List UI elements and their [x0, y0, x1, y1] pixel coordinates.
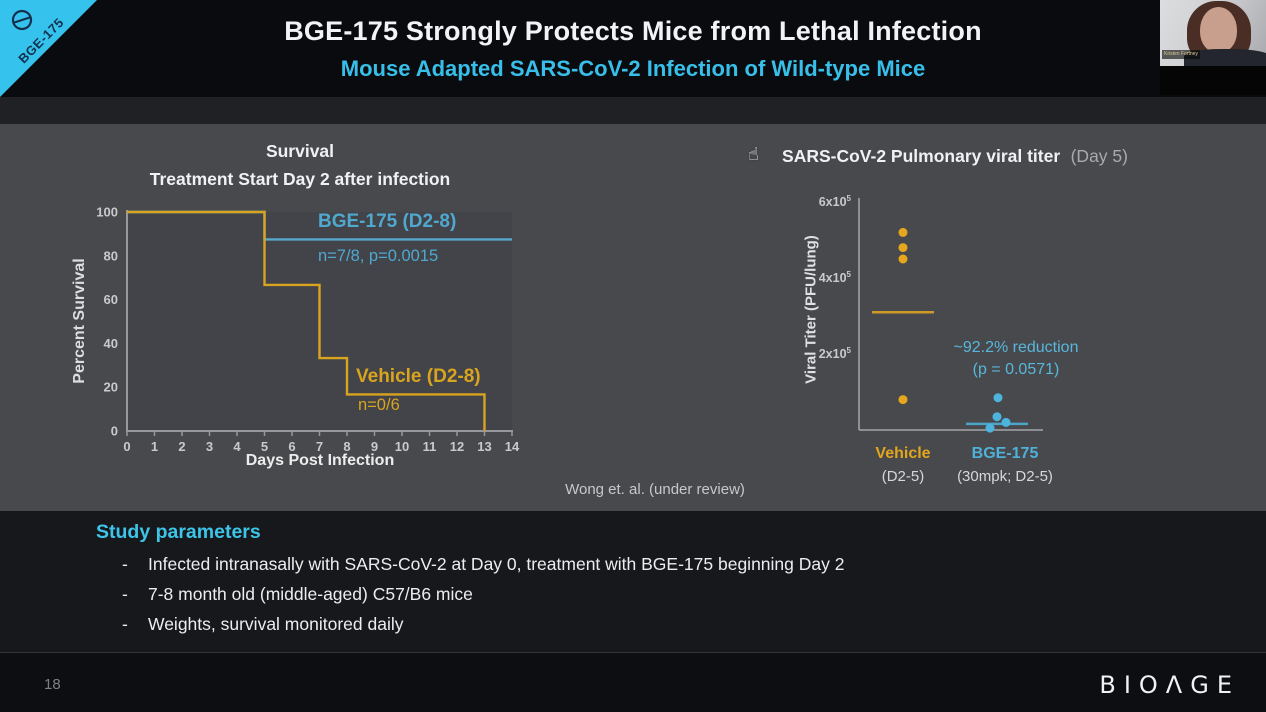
- titer-y-axis-label: Viral Titer (PFU/lung): [802, 235, 820, 384]
- bullet-dash: -: [122, 584, 128, 604]
- titer-chart-panel: SARS-CoV-2 Pulmonary viral titer (Day 5)…: [745, 140, 1165, 500]
- svg-text:2x105: 2x105: [819, 346, 852, 361]
- svg-text:4: 4: [233, 439, 241, 454]
- svg-text:4x105: 4x105: [819, 270, 852, 285]
- survival-chart-title: Survival: [265, 141, 335, 161]
- citation-text: Wong et. al. (under review): [565, 481, 745, 498]
- speaker-face: [1200, 7, 1237, 53]
- svg-text:6: 6: [288, 439, 295, 454]
- titer-title-suffix: (Day 5): [1070, 146, 1128, 166]
- study-bullet: -7-8 month old (middle-aged) C57/B6 mice: [122, 584, 1172, 605]
- bullet-dash: -: [122, 554, 128, 574]
- page-title: BGE-175 Strongly Protects Mice from Leth…: [284, 16, 982, 46]
- page-subtitle: Mouse Adapted SARS-CoV-2 Infection of Wi…: [340, 56, 926, 81]
- svg-text:8: 8: [343, 439, 350, 454]
- titer-chart: 6x105 4x105 2x105: [819, 194, 1043, 433]
- survival-y-axis-label: Percent Survival: [71, 258, 88, 384]
- svg-text:80: 80: [104, 248, 118, 263]
- titer-title-main: SARS-CoV-2 Pulmonary viral titer: [782, 146, 1061, 166]
- group-label-vehicle: Vehicle: [875, 445, 931, 462]
- svg-text:13: 13: [477, 439, 491, 454]
- footer-bar: [0, 652, 1266, 712]
- webcam-name-label: Kristen Fortney: [1162, 50, 1200, 59]
- svg-text:20: 20: [104, 380, 118, 395]
- svg-text:6x105: 6x105: [819, 194, 852, 209]
- page-number: 18: [44, 676, 61, 693]
- survival-x-axis-label: Days Post Infection: [245, 452, 395, 469]
- series-label-vehicle: Vehicle (D2-8): [356, 366, 481, 387]
- webcam-thumbnail[interactable]: Kristen Fortney: [1160, 0, 1266, 95]
- bullet-dash: -: [122, 614, 128, 634]
- pill-icon: [11, 9, 33, 31]
- study-bullet: - Weights, survival monitored daily: [122, 614, 1172, 635]
- study-parameters-heading: Study parameters: [96, 521, 261, 543]
- corner-badge: BGE-175: [0, 0, 97, 97]
- letterbox-strip: [0, 97, 1266, 124]
- svg-text:100: 100: [96, 205, 118, 220]
- svg-text:40: 40: [104, 336, 118, 351]
- speaker-shoulders: [1184, 49, 1266, 66]
- group-sublabel-bge175: (30mpk; D2-5): [957, 468, 1053, 485]
- svg-text:0: 0: [123, 439, 130, 454]
- survival-chart-subtitle: Treatment Start Day 2 after infection: [149, 169, 451, 189]
- group-label-bge175: BGE-175: [971, 445, 1039, 462]
- reduction-annotation: ~92.2% reduction: [953, 339, 1079, 356]
- svg-text:2: 2: [178, 439, 185, 454]
- bullet-text: 7-8 month old (middle-aged) C57/B6 mice: [148, 584, 473, 604]
- study-parameters-section: [0, 511, 1266, 652]
- svg-text:3: 3: [206, 439, 213, 454]
- group-sublabel-vehicle: (D2-5): [881, 468, 925, 485]
- series-label-bge175: BGE-175 (D2-8): [318, 211, 457, 232]
- svg-text:1: 1: [151, 439, 158, 454]
- svg-text:11: 11: [423, 439, 437, 454]
- webcam-video: Kristen Fortney: [1160, 0, 1266, 66]
- bullet-text: Weights, survival monitored daily: [148, 614, 404, 634]
- titer-chart-title: SARS-CoV-2 Pulmonary viral titer (Day 5): [745, 146, 1165, 167]
- survival-chart-panel: Survival Treatment Start Day 2 after inf…: [60, 130, 540, 490]
- svg-text:60: 60: [104, 292, 118, 307]
- bioage-logo: BIOΛGE: [1099, 671, 1240, 699]
- svg-text:12: 12: [450, 439, 464, 454]
- series-stats-vehicle: n=0/6: [358, 396, 400, 414]
- pvalue-annotation: (p = 0.0571): [972, 361, 1060, 378]
- svg-text:5: 5: [261, 439, 268, 454]
- series-stats-bge175: n=7/8, p=0.0015: [318, 247, 439, 265]
- svg-text:14: 14: [505, 439, 520, 454]
- svg-text:0: 0: [111, 424, 118, 439]
- header-bar: BGE-175 Strongly Protects Mice from Leth…: [0, 0, 1266, 97]
- svg-text:10: 10: [395, 439, 409, 454]
- bullet-text: Infected intranasally with SARS-CoV-2 at…: [148, 554, 845, 574]
- study-bullet: - Infected intranasally with SARS-CoV-2 a…: [122, 554, 1172, 575]
- cursor-hand-icon: ☝: [748, 144, 759, 165]
- svg-text:9: 9: [371, 439, 378, 454]
- svg-text:7: 7: [316, 439, 323, 454]
